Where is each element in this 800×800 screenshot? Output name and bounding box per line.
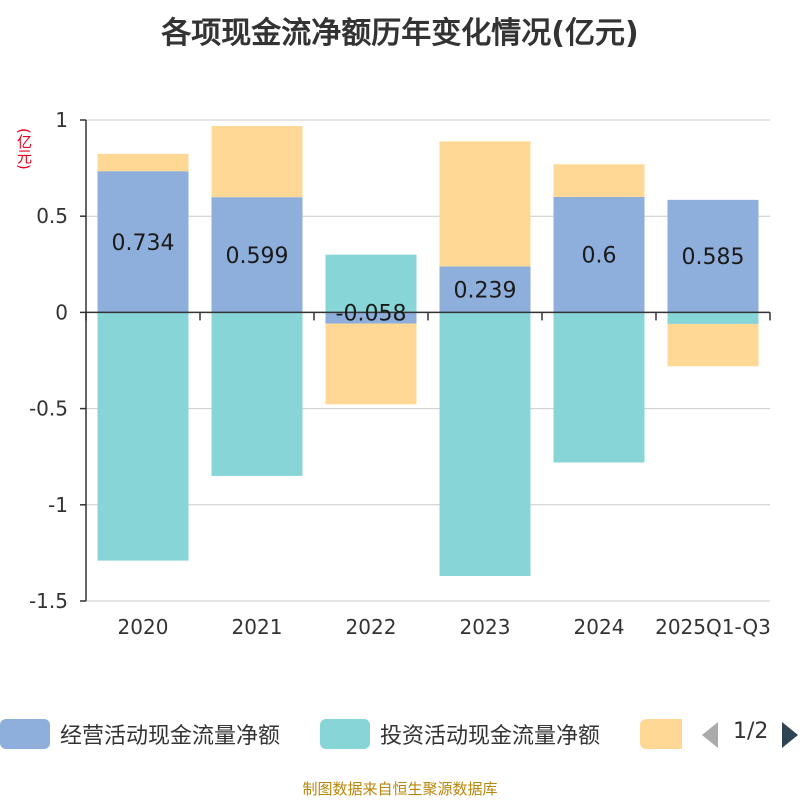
bar-series0-2021 xyxy=(211,197,303,313)
x-tick-label: 2021 xyxy=(232,615,283,639)
y-axis-unit-label: (亿元) xyxy=(15,128,33,170)
bar-series2-2024 xyxy=(553,164,645,197)
data-label-2022: -0.058 xyxy=(336,301,407,326)
bar-series0-2023 xyxy=(439,266,531,313)
data-label-2023: 0.239 xyxy=(454,278,517,303)
bar-series2-2020 xyxy=(97,153,189,172)
y-tick-label: 0 xyxy=(55,300,68,324)
bar-series0-2024 xyxy=(553,196,645,313)
data-label-2020: 0.734 xyxy=(112,231,175,256)
bar-series2-2023 xyxy=(439,141,531,267)
x-tick-label: 2020 xyxy=(118,615,169,639)
x-tick-label: 2023 xyxy=(460,615,511,639)
legend-item-financing[interactable] xyxy=(640,716,682,752)
legend-swatch-operating xyxy=(0,719,50,749)
x-tick-label: 2022 xyxy=(346,615,397,639)
data-source-note: 制图数据来自恒生聚源数据库 xyxy=(302,780,498,798)
y-tick-label: -0.5 xyxy=(29,397,68,421)
x-tick-label: 2025Q1-Q3 xyxy=(655,615,771,639)
legend-page-indicator: 1/2 xyxy=(733,719,769,744)
legend-swatch-financing xyxy=(640,719,682,749)
data-label-2025Q1-Q3: 0.585 xyxy=(682,245,745,270)
bar-series2-2022 xyxy=(325,323,417,405)
legend-label-operating: 经营活动现金流量净额 xyxy=(60,724,281,749)
bar-series1-2024 xyxy=(553,312,645,463)
data-label-2021: 0.599 xyxy=(226,244,289,269)
legend-item-investing[interactable]: 投资活动现金流量净额 xyxy=(320,716,600,752)
y-tick-label: -1 xyxy=(48,493,68,517)
data-label-2024: 0.6 xyxy=(582,244,617,269)
chart-plot: 1 0.5 0 -0.5 -1 -1.5 2020 2021 2022 2023 2024 2025Q… xyxy=(29,108,771,639)
x-tick-label: 2024 xyxy=(574,615,625,639)
bar-series1-2020 xyxy=(97,312,189,561)
bar-series0-2025Q1-Q3 xyxy=(667,199,759,313)
legend-swatch-investing xyxy=(320,719,370,749)
bar-series1-2021 xyxy=(211,312,303,476)
chevron-left-icon[interactable] xyxy=(700,720,722,750)
bar-series2-2025Q1-Q3 xyxy=(667,323,759,367)
bar-series1-2022 xyxy=(325,254,417,313)
bar-series1-2023 xyxy=(439,312,531,576)
chart-title: 各项现金流净额历年变化情况(亿元) xyxy=(161,16,639,51)
chart-legend: 经营活动现金流量净额 投资活动现金流量净额 xyxy=(0,716,800,752)
legend-pager: 1/2 xyxy=(700,716,800,752)
bar-series2-2021 xyxy=(211,125,303,198)
legend-item-operating[interactable]: 经营活动现金流量净额 xyxy=(0,716,280,752)
y-tick-label: 1 xyxy=(55,108,68,132)
chevron-right-icon[interactable] xyxy=(778,720,800,750)
y-tick-label: -1.5 xyxy=(29,589,68,613)
bar-series0-2022 xyxy=(325,312,417,324)
bar-series1-2025Q1-Q3 xyxy=(667,312,759,324)
bar-series0-2020 xyxy=(97,171,189,313)
legend-label-investing: 投资活动现金流量净额 xyxy=(380,724,601,749)
y-tick-label: 0.5 xyxy=(36,204,68,228)
